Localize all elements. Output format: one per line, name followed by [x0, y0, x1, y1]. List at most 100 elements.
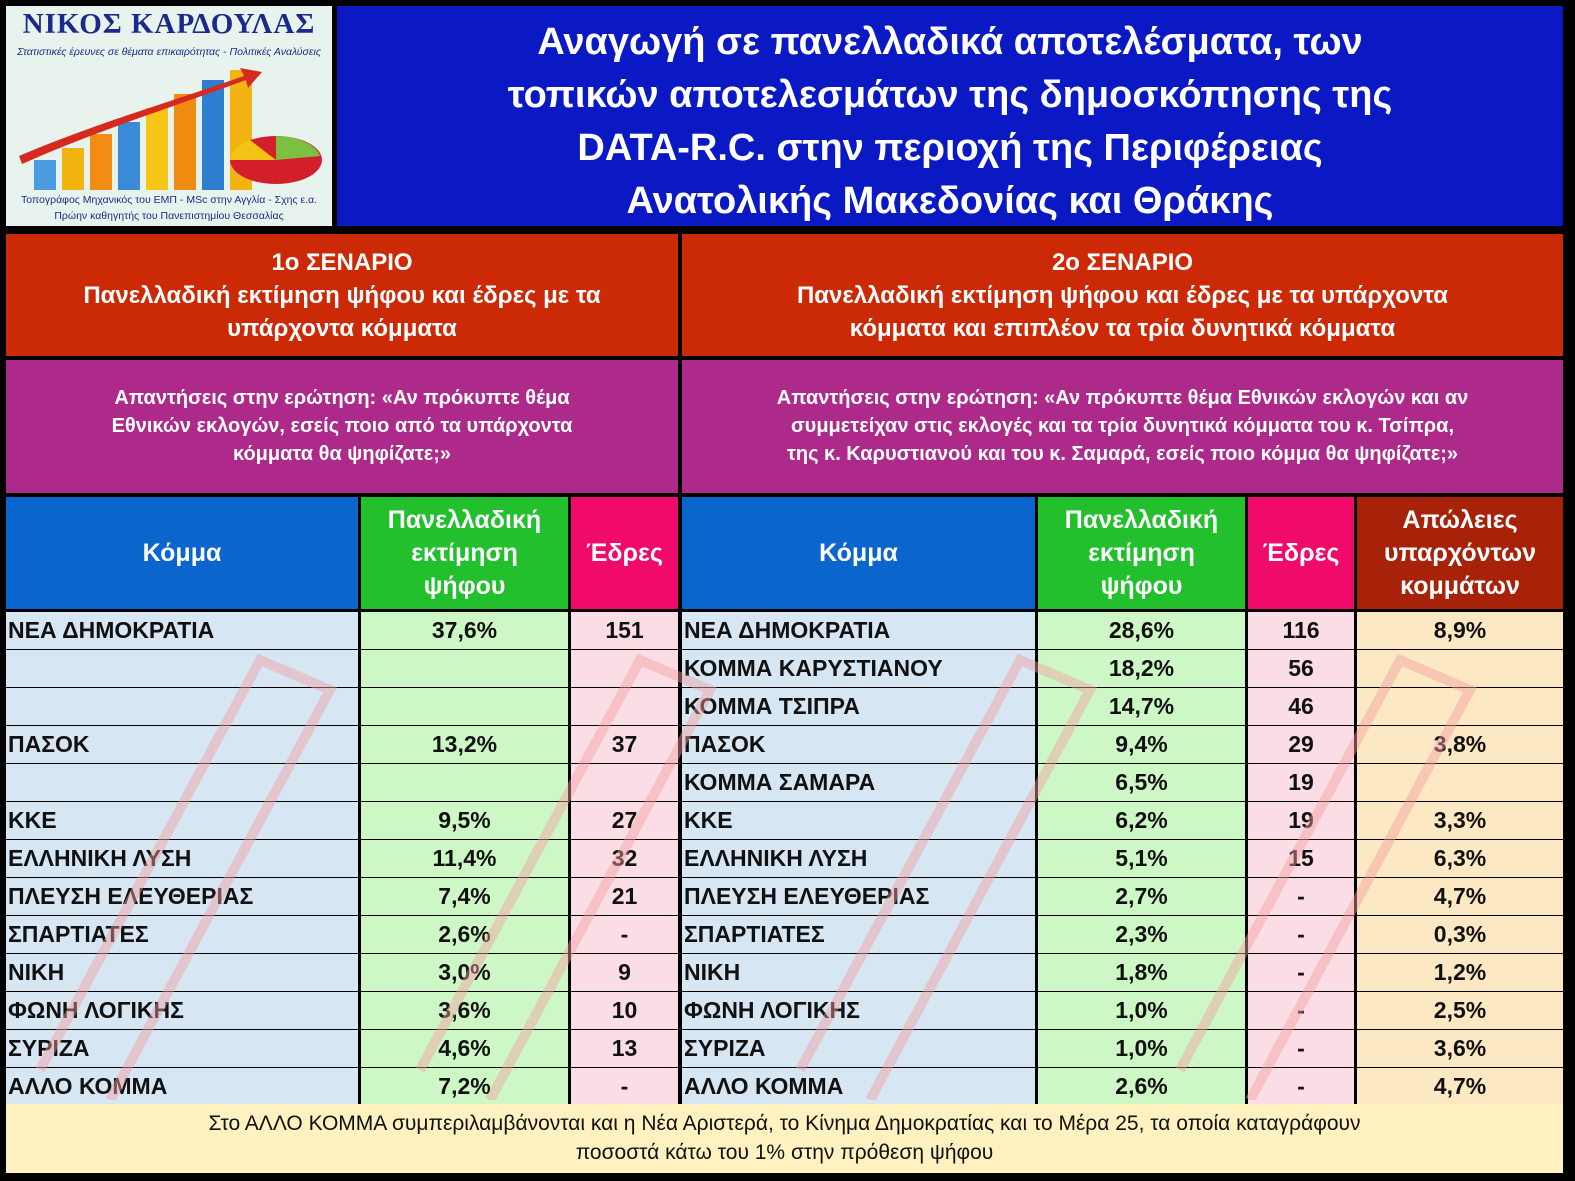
table-2-loss-cell: 1,2%: [1357, 954, 1563, 991]
table-2-loss-cell: 3,8%: [1357, 726, 1563, 763]
table-2-seats-cell: 19: [1248, 802, 1354, 839]
header-loss-line-2: υπαρχόντων: [1384, 538, 1536, 567]
scenario-1-question: Απαντήσεις στην ερώτηση: «Αν πρόκυπτε θέ…: [6, 360, 678, 493]
table-2-party-cell: ΕΛΛΗΝΙΚΗ ΛΥΣΗ: [682, 840, 1035, 877]
table-2-party-cell: ΠΑΣΟΚ: [682, 726, 1035, 763]
table-1-header-seats: Έδρες: [571, 497, 678, 609]
header-vote-line-2: εκτίμηση: [411, 538, 518, 567]
table-2-vote-cell: 2,6%: [1038, 1068, 1245, 1105]
table-1-vote-cell: 2,6%: [361, 916, 568, 953]
title-line-2: τοπικών αποτελεσμάτων της δημοσκόπησης τ…: [507, 74, 1393, 116]
title-line-1: Αναγωγή σε πανελλαδικά αποτελέσματα, των: [537, 21, 1363, 63]
table-1-party-cell: ΠΑΣΟΚ: [6, 726, 358, 763]
table-1-vote-cell: 9,5%: [361, 802, 568, 839]
table-2-loss-cell: 6,3%: [1357, 840, 1563, 877]
table-2-party-cell: ΚΚΕ: [682, 802, 1035, 839]
table-2-vote-cell: 1,0%: [1038, 1030, 1245, 1067]
table-1-party-cell: ΣΥΡΙΖΑ: [6, 1030, 358, 1067]
logo-line-1: Τοπογράφος Μηχανικός του ΕΜΠ - MSc στην …: [20, 194, 318, 206]
table-1-party-cell: ΣΠΑΡΤΙΑΤΕΣ: [6, 916, 358, 953]
logo-name: ΝΙΚΟΣ ΚΑΡΔΟΥΛΑΣ: [22, 8, 316, 40]
scenario-2-desc-1: Πανελλαδική εκτίμηση ψήφου και έδρες με …: [796, 282, 1449, 309]
table-2-vote-cell: 9,4%: [1038, 726, 1245, 763]
table-2-vote-cell: 18,2%: [1038, 650, 1245, 687]
table-2-header-loss: Απώλειες υπαρχόντων κομμάτων: [1357, 497, 1563, 609]
footer-note: Στο ΑΛΛΟ ΚΟΜΜΑ συμπεριλαμβάνονται και η …: [6, 1104, 1563, 1173]
header-vote-line-1: Πανελλαδική: [1064, 505, 1219, 534]
table-2-loss-cell: 4,7%: [1357, 1068, 1563, 1105]
table-2-party-cell: ΚΟΜΜΑ ΣΑΜΑΡΑ: [682, 764, 1035, 801]
table-2-seats-cell: -: [1248, 992, 1354, 1029]
table-1-vote-cell: 13,2%: [361, 726, 568, 763]
logo-chart-graphic: [19, 68, 322, 190]
header-vote-line-1: Πανελλαδική: [387, 505, 542, 534]
scenario-2-heading: 2ο ΣΕΝΑΡΙΟ: [1051, 249, 1194, 276]
page-title: Αναγωγή σε πανελλαδικά αποτελέσματα, των…: [337, 6, 1563, 226]
table-1-seats-cell: 32: [571, 840, 678, 877]
table-2-header-vote: Πανελλαδική εκτίμηση ψήφου: [1038, 497, 1245, 609]
table-1-party-cell: ΦΩΝΗ ΛΟΓΙΚΗΣ: [6, 992, 358, 1029]
table-1-vote-cell: [361, 650, 568, 687]
table-2-party-cell: ΚΟΜΜΑ ΤΣΙΠΡΑ: [682, 688, 1035, 725]
table-1-vote-cell: 11,4%: [361, 840, 568, 877]
table-2-party-cell: ΦΩΝΗ ΛΟΓΙΚΗΣ: [682, 992, 1035, 1029]
scenario-2-desc-2: κόμματα και επιπλέον τα τρία δυνητικά κό…: [849, 315, 1396, 342]
table-2-seats-cell: -: [1248, 878, 1354, 915]
table-2-vote-cell: 28,6%: [1038, 612, 1245, 649]
table-1-party-cell: [6, 764, 358, 801]
table-1-party-cell: [6, 688, 358, 725]
table-1-vote-cell: 4,6%: [361, 1030, 568, 1067]
table-1-vote-cell: [361, 764, 568, 801]
logo-line-2: Πρώην καθηγητής του Πανεπιστημίου Θεσσαλ…: [54, 210, 284, 222]
scenario-2-question-2: συμμετείχαν στις εκλογές και τα τρία δυν…: [791, 415, 1454, 437]
table-1-seats-cell: 9: [571, 954, 678, 991]
footer-line-1: Στο ΑΛΛΟ ΚΟΜΜΑ συμπεριλαμβάνονται και η …: [208, 1112, 1361, 1135]
table-2-vote-cell: 2,7%: [1038, 878, 1245, 915]
header-vote-line-2: εκτίμηση: [1088, 538, 1195, 567]
table-2-vote-cell: 14,7%: [1038, 688, 1245, 725]
table-1-seats-cell: [571, 650, 678, 687]
table-2-vote-cell: 1,0%: [1038, 992, 1245, 1029]
table-1-vote-cell: 3,0%: [361, 954, 568, 991]
table-1-party-cell: [6, 650, 358, 687]
scenario-1-header: 1ο ΣΕΝΑΡΙΟ Πανελλαδική εκτίμηση ψήφου κα…: [6, 234, 678, 356]
scenario-1-question-1: Απαντήσεις στην ερώτηση: «Αν πρόκυπτε θέ…: [114, 387, 570, 409]
table-1-seats-cell: 37: [571, 726, 678, 763]
table-2-seats-cell: 56: [1248, 650, 1354, 687]
table-1-vote-cell: [361, 688, 568, 725]
table-1-seats-cell: -: [571, 916, 678, 953]
scenario-2-question: Απαντήσεις στην ερώτηση: «Αν πρόκυπτε θέ…: [682, 360, 1563, 493]
table-2-seats-cell: 29: [1248, 726, 1354, 763]
table-2-header-seats: Έδρες: [1248, 497, 1354, 609]
table-1-vote-cell: 3,6%: [361, 992, 568, 1029]
table-1-party-cell: ΚΚΕ: [6, 802, 358, 839]
table-2-seats-cell: -: [1248, 1068, 1354, 1105]
table-1-header-party: Κόμμα: [6, 497, 358, 609]
header-vote-line-3: ψήφου: [1100, 571, 1183, 600]
table-2-party-cell: ΝΕΑ ΔΗΜΟΚΡΑΤΙΑ: [682, 612, 1035, 649]
scenario-1-question-2: Εθνικών εκλογών, εσείς ποιο από τα υπάρχ…: [111, 415, 573, 437]
table-1-seats-cell: 13: [571, 1030, 678, 1067]
scenario-1-question-3: κόμματα θα ψηφίζατε;»: [232, 443, 452, 465]
table-2-loss-cell: [1357, 650, 1563, 687]
table-2-loss-cell: 4,7%: [1357, 878, 1563, 915]
table-2-header-party: Κόμμα: [682, 497, 1035, 609]
table-2-loss-cell: [1357, 764, 1563, 801]
table-1-party-cell: ΝΙΚΗ: [6, 954, 358, 991]
table-2-seats-cell: 19: [1248, 764, 1354, 801]
title-line-3: DATA-R.C. στην περιοχή της Περιφέρειας: [577, 127, 1323, 169]
table-1-seats-cell: -: [571, 1068, 678, 1105]
scenario-2-header: 2ο ΣΕΝΑΡΙΟ Πανελλαδική εκτίμηση ψήφου κα…: [682, 234, 1563, 356]
table-2-seats-cell: 15: [1248, 840, 1354, 877]
table-2-loss-cell: 3,3%: [1357, 802, 1563, 839]
scenario-1-heading: 1ο ΣΕΝΑΡΙΟ: [271, 249, 413, 276]
table-1-header-vote: Πανελλαδική εκτίμηση ψήφου: [361, 497, 568, 609]
table-1-vote-cell: 7,2%: [361, 1068, 568, 1105]
table-2-party-cell: ΠΛΕΥΣΗ ΕΛΕΥΘΕΡΙΑΣ: [682, 878, 1035, 915]
table-1-vote-cell: 7,4%: [361, 878, 568, 915]
table-2-party-cell: ΚΟΜΜΑ ΚΑΡΥΣΤΙΑΝΟΥ: [682, 650, 1035, 687]
table-2-party-cell: ΑΛΛΟ ΚΟΜΜΑ: [682, 1068, 1035, 1105]
logo: ΝΙΚΟΣ ΚΑΡΔΟΥΛΑΣ Στατιστικές έρευνες σε θ…: [6, 6, 332, 226]
table-2-vote-cell: 6,5%: [1038, 764, 1245, 801]
footer-line-2: ποσοστά κάτω του 1% στην πρόθεση ψήφου: [575, 1141, 994, 1164]
